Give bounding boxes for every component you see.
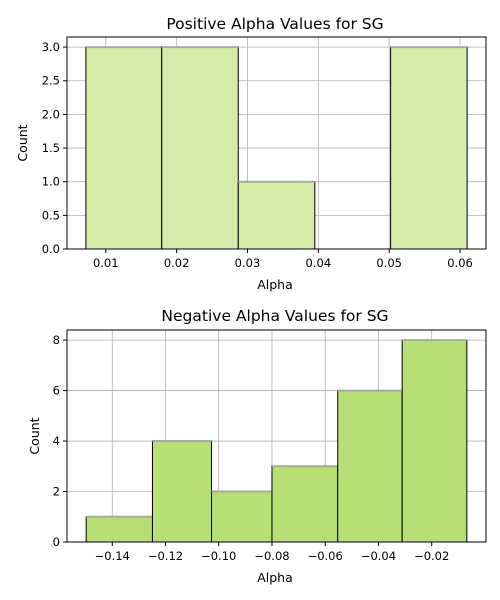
histogram-bar (161, 46, 239, 250)
x-tick-label: 0.04 (306, 256, 332, 270)
y-tick-label: 2.5 (42, 74, 60, 88)
positive-alpha-subplot: Positive Alpha Values for SG Alpha Count… (15, 15, 487, 292)
x-ticks: −0.14 −0.12 −0.10 −0.08 −0.06 −0.04 −0.02 (95, 542, 449, 563)
histogram-bar (85, 516, 153, 543)
y-tick-label: 8 (53, 333, 60, 347)
histogram-bar (151, 440, 213, 543)
y-tick-label: 3.0 (42, 40, 60, 54)
y-tick-label: 0.0 (42, 242, 60, 256)
y-tick-label: 0.5 (42, 208, 60, 222)
histogram-bar (390, 46, 468, 250)
x-axis-label: Alpha (257, 277, 293, 292)
histogram-bar (85, 46, 163, 250)
y-tick-label: 1.0 (42, 175, 60, 189)
y-tick-label: 4 (53, 434, 60, 448)
x-ticks: 0.01 0.02 0.03 0.04 0.05 0.06 (93, 249, 473, 270)
subplot-title: Positive Alpha Values for SG (166, 15, 383, 33)
histogram-bar (271, 465, 339, 543)
negative-alpha-subplot: Negative Alpha Values for SG Alpha Count… (27, 307, 487, 585)
y-axis-label: Count (15, 124, 30, 161)
histogram-bar (211, 491, 273, 543)
x-tick-label: −0.08 (254, 549, 289, 563)
histogram-bar (337, 390, 403, 543)
histogram-bars (85, 339, 468, 543)
y-tick-label: 2.0 (42, 107, 60, 121)
histogram-bars (85, 46, 468, 250)
x-tick-label: −0.02 (414, 549, 449, 563)
histogram-bar (401, 339, 468, 543)
x-tick-label: −0.14 (95, 549, 130, 563)
x-tick-label: −0.06 (308, 549, 343, 563)
y-ticks: 0 2 4 6 8 (53, 333, 67, 549)
x-tick-label: 0.03 (235, 256, 261, 270)
x-tick-label: 0.05 (376, 256, 402, 270)
x-axis-label: Alpha (257, 570, 293, 585)
y-tick-label: 1.5 (42, 141, 60, 155)
y-tick-label: 6 (53, 384, 60, 398)
x-tick-label: 0.01 (93, 256, 119, 270)
x-tick-label: 0.02 (164, 256, 190, 270)
y-tick-label: 2 (53, 485, 60, 499)
y-axis-label: Count (27, 417, 42, 454)
axes-frame (66, 329, 487, 543)
x-tick-label: −0.10 (201, 549, 236, 563)
y-ticks: 0.0 0.5 1.0 1.5 2.0 2.5 3.0 (42, 40, 67, 256)
x-tick-label: −0.12 (148, 549, 183, 563)
axes-frame (66, 36, 487, 250)
histogram-bar (237, 181, 316, 250)
subplot-title: Negative Alpha Values for SG (161, 307, 388, 325)
x-tick-label: 0.06 (447, 256, 473, 270)
y-tick-label: 0 (53, 535, 60, 549)
x-tick-label: −0.04 (361, 549, 396, 563)
